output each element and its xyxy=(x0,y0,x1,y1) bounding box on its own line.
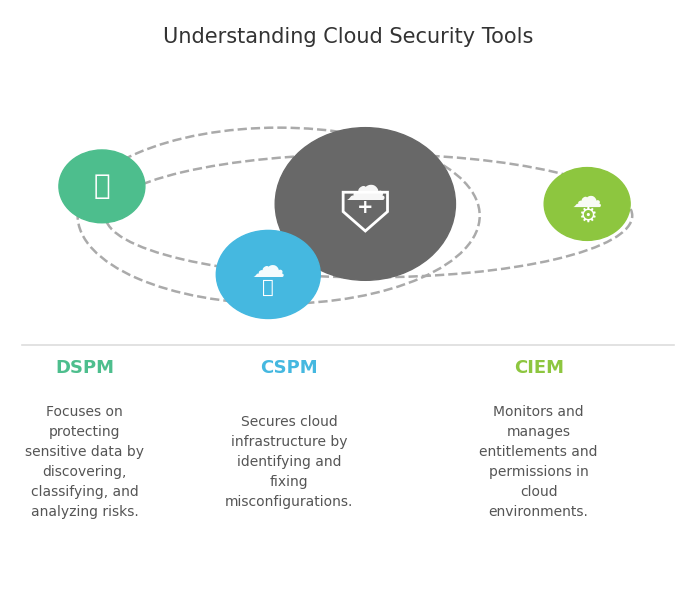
Text: DSPM: DSPM xyxy=(55,359,114,378)
Text: Monitors and
manages
entitlements and
permissions in
cloud
environments.: Monitors and manages entitlements and pe… xyxy=(480,405,598,519)
Text: 🔒: 🔒 xyxy=(262,278,274,297)
Text: +: + xyxy=(357,198,374,217)
Text: Secures cloud
infrastructure by
identifying and
fixing
misconfigurations.: Secures cloud infrastructure by identify… xyxy=(225,415,354,509)
Circle shape xyxy=(216,231,320,319)
Text: ⚙: ⚙ xyxy=(578,206,596,226)
Text: Focuses on
protecting
sensitive data by
discovering,
classifying, and
analyzing : Focuses on protecting sensitive data by … xyxy=(25,405,144,519)
Text: CIEM: CIEM xyxy=(514,359,564,378)
Circle shape xyxy=(544,168,630,240)
Circle shape xyxy=(59,150,145,223)
Circle shape xyxy=(275,127,455,280)
Text: ☁: ☁ xyxy=(345,166,386,208)
Text: ☁: ☁ xyxy=(572,183,603,212)
Text: CSPM: CSPM xyxy=(260,359,318,378)
Text: Understanding Cloud Security Tools: Understanding Cloud Security Tools xyxy=(163,27,533,47)
Text: 🔍: 🔍 xyxy=(93,172,110,201)
Text: ☁: ☁ xyxy=(251,251,285,284)
